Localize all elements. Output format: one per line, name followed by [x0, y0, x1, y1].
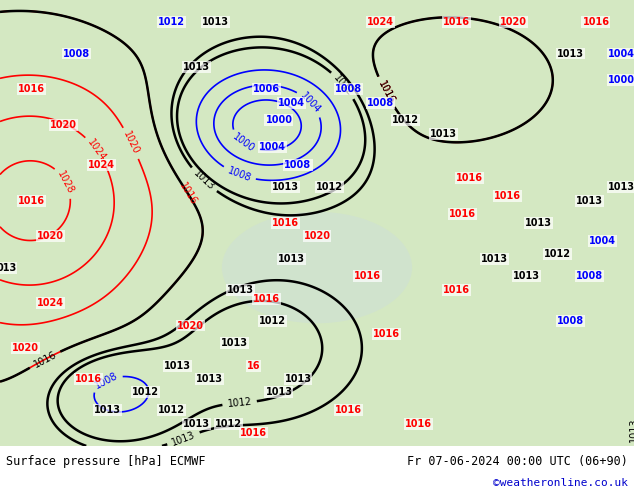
Text: Fr 07-06-2024 00:00 UTC (06+90): Fr 07-06-2024 00:00 UTC (06+90)	[407, 455, 628, 468]
Text: 1004: 1004	[259, 142, 286, 152]
Text: 1020: 1020	[50, 120, 77, 130]
Text: 1016: 1016	[494, 191, 521, 201]
Text: 1016: 1016	[405, 418, 432, 429]
Text: 1016: 1016	[272, 218, 299, 228]
Text: 1028: 1028	[56, 169, 76, 196]
Text: 1004: 1004	[299, 91, 323, 115]
Text: 013: 013	[0, 263, 16, 272]
Text: 1013: 1013	[272, 182, 299, 192]
Text: 1024: 1024	[37, 298, 64, 308]
Text: 1000: 1000	[266, 115, 292, 125]
Text: 1008: 1008	[576, 271, 603, 281]
Text: 1013: 1013	[629, 417, 634, 442]
Text: 1008: 1008	[367, 98, 394, 108]
Text: 1016: 1016	[18, 196, 45, 206]
Text: 1016: 1016	[376, 79, 396, 105]
Text: 1012: 1012	[158, 405, 184, 415]
Text: 1012: 1012	[316, 182, 343, 192]
Text: 1013: 1013	[557, 49, 584, 58]
Text: 1013: 1013	[183, 418, 210, 429]
Text: 16: 16	[247, 361, 261, 370]
Text: 1012: 1012	[215, 418, 242, 429]
Text: 1004: 1004	[608, 49, 634, 58]
Text: 1013: 1013	[285, 374, 311, 384]
Text: 1013: 1013	[513, 271, 540, 281]
Text: 1008: 1008	[335, 84, 362, 94]
Ellipse shape	[222, 212, 412, 323]
Text: 1012: 1012	[259, 316, 286, 326]
Text: 1013: 1013	[266, 388, 292, 397]
Text: 1012: 1012	[133, 388, 159, 397]
Text: 1008: 1008	[557, 316, 584, 326]
Text: 1024: 1024	[367, 17, 394, 27]
Text: 1016: 1016	[443, 17, 470, 27]
Text: 1013: 1013	[608, 182, 634, 192]
Text: 1024: 1024	[86, 138, 108, 164]
Text: 1020: 1020	[37, 231, 64, 242]
Text: 1016: 1016	[178, 181, 199, 207]
Text: 1013: 1013	[221, 338, 248, 348]
Text: 1013: 1013	[171, 429, 197, 447]
Text: 1013: 1013	[191, 168, 216, 192]
Text: 1008: 1008	[93, 370, 119, 391]
Text: 1013: 1013	[481, 254, 508, 264]
Text: 1016: 1016	[376, 79, 396, 105]
Text: 1000: 1000	[608, 75, 634, 85]
Text: 1016: 1016	[443, 285, 470, 295]
Text: 1024: 1024	[88, 160, 115, 170]
Text: 1012: 1012	[227, 397, 252, 409]
Text: 1004: 1004	[589, 236, 616, 246]
Text: 1013: 1013	[183, 62, 210, 72]
Text: 1008: 1008	[63, 49, 89, 58]
Text: 1013: 1013	[278, 254, 305, 264]
Text: 1013: 1013	[196, 374, 223, 384]
Text: 1016: 1016	[373, 329, 400, 340]
Text: 1012: 1012	[545, 249, 571, 259]
Text: 1016: 1016	[450, 209, 476, 219]
Text: 1000: 1000	[231, 132, 257, 154]
Text: 1020: 1020	[500, 17, 527, 27]
Text: 1016: 1016	[75, 374, 102, 384]
Text: 1013: 1013	[94, 405, 121, 415]
Text: 1020: 1020	[304, 231, 330, 242]
Text: 1016: 1016	[240, 427, 267, 438]
Text: 1013: 1013	[164, 361, 191, 370]
Text: 1016: 1016	[18, 84, 45, 94]
Text: 1013: 1013	[576, 196, 603, 206]
Text: 1020: 1020	[177, 320, 204, 331]
Text: 1016: 1016	[354, 271, 381, 281]
Text: 1020: 1020	[12, 343, 39, 353]
Text: 1012: 1012	[332, 73, 355, 98]
Text: 1012: 1012	[158, 17, 184, 27]
Text: 1006: 1006	[253, 84, 280, 94]
Text: 1008: 1008	[285, 160, 311, 170]
Text: 1008: 1008	[226, 166, 252, 184]
Text: 1016: 1016	[32, 349, 58, 369]
Text: 1013: 1013	[526, 218, 552, 228]
Text: 1013: 1013	[202, 17, 229, 27]
Text: 1013: 1013	[430, 129, 457, 139]
Text: 1013: 1013	[228, 285, 254, 295]
Text: 1016: 1016	[583, 17, 609, 27]
Text: 1020: 1020	[121, 130, 141, 156]
Text: 1016: 1016	[253, 294, 280, 304]
Text: 1016: 1016	[335, 405, 362, 415]
Text: ©weatheronline.co.uk: ©weatheronline.co.uk	[493, 478, 628, 489]
Text: 1012: 1012	[392, 115, 419, 125]
Text: 1004: 1004	[278, 98, 305, 108]
Text: Surface pressure [hPa] ECMWF: Surface pressure [hPa] ECMWF	[6, 455, 206, 468]
Text: 1016: 1016	[456, 173, 482, 183]
